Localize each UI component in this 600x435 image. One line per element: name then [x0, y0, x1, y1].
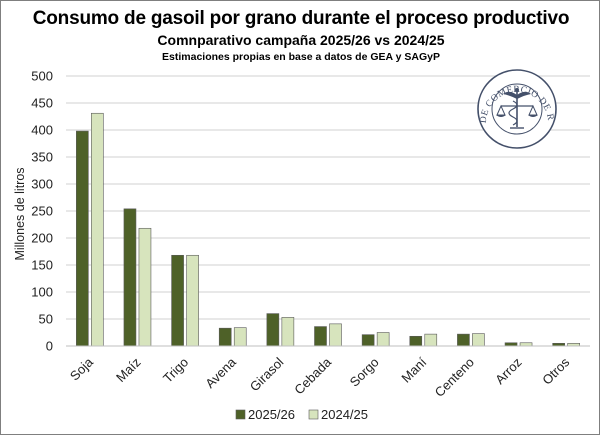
x-tick-label: Trigo — [160, 355, 191, 386]
y-tick-label: 300 — [31, 177, 53, 192]
y-tick-label: 450 — [31, 96, 53, 111]
bar-2024-25-avena — [233, 327, 247, 347]
caduceus-scale-icon — [496, 88, 538, 129]
y-tick-label: 400 — [31, 123, 53, 138]
bar-2024-25-maíz — [138, 227, 152, 347]
x-axis-ticks: Soja Maíz Trigo Avena Girasol Cebada Sorgo Maní… — [67, 354, 573, 400]
bar-2025-26-cebada — [314, 326, 327, 347]
bar-2024-25-maní — [424, 333, 438, 347]
x-tick-label: Sorgo — [347, 355, 382, 390]
x-tick-label: Arroz — [492, 355, 525, 388]
x-tick-label: Centeno — [432, 355, 477, 400]
chart-source-note: Estimaciones propias en base a datos de … — [162, 51, 440, 63]
y-tick-label: 350 — [31, 150, 53, 165]
bar-2025-26-girasol — [266, 313, 280, 347]
x-tick-label: Maní — [398, 354, 429, 385]
y-tick-label: 100 — [31, 285, 53, 300]
legend-label: 2024/25 — [321, 407, 368, 422]
y-tick-label: 250 — [31, 204, 53, 219]
y-tick-label: 150 — [31, 258, 53, 273]
bolsa-comercio-rosario-logo: BOLSA DE COMERCIO DE ROSARIO — [0, 0, 557, 149]
bar-2025-26-soja — [76, 130, 89, 347]
x-tick-label: Soja — [67, 354, 97, 384]
bar-2024-25-cebada — [329, 323, 342, 347]
legend: 2025/26 2024/25 — [235, 407, 368, 422]
x-tick-label: Cebada — [291, 354, 334, 397]
bars — [76, 112, 580, 347]
x-tick-label: Girasol — [247, 354, 287, 394]
y-axis-ticks: 0 50 100 150 200 250 300 350 400 450 500 — [31, 69, 53, 354]
x-tick-label: Otros — [539, 354, 572, 387]
legend-swatch — [308, 409, 319, 420]
bar-2024-25-sorgo — [376, 332, 390, 347]
bar-2025-26-maíz — [123, 208, 137, 347]
y-tick-label: 50 — [39, 312, 53, 327]
y-tick-label: 200 — [31, 231, 53, 246]
bar-2025-26-maní — [409, 335, 423, 347]
bar-2024-25-trigo — [186, 254, 199, 347]
x-tick-label: Avena — [202, 354, 239, 391]
bar-2024-25-girasol — [281, 317, 295, 347]
logo-text: BOLSA DE COMERCIO DE ROSARIO — [0, 0, 555, 124]
y-tick-label: 500 — [31, 69, 53, 84]
logo-inner-ring — [491, 83, 543, 135]
bar-2024-25-centeno — [472, 333, 485, 347]
x-tick-label: Maíz — [113, 355, 144, 386]
y-axis-label: Millones de litros — [13, 167, 27, 260]
y-tick-label: 0 — [46, 339, 53, 354]
bar-2025-26-sorgo — [361, 334, 375, 347]
bar-2024-25-soja — [91, 112, 104, 347]
bar-2025-26-centeno — [457, 333, 470, 347]
bar-2025-26-avena — [218, 327, 232, 347]
legend-swatch — [235, 409, 246, 420]
chart-subtitle: Comnparativo campaña 2025/26 vs 2024/25 — [157, 32, 445, 48]
chart-title: Consumo de gasoil por grano durante el p… — [32, 8, 570, 29]
bar-2025-26-trigo — [171, 254, 184, 347]
legend-label: 2025/26 — [248, 407, 295, 422]
